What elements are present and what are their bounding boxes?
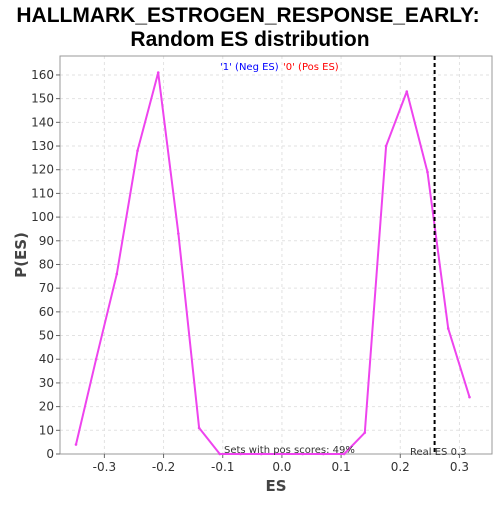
data-point [136, 149, 139, 153]
x-tick-label: -0.3 [93, 460, 116, 474]
y-tick-label: 30 [39, 376, 54, 390]
y-tick-label: 70 [39, 281, 54, 295]
data-point [218, 452, 222, 456]
y-tick-label: 20 [39, 400, 54, 414]
y-axis-label: P(ES) [12, 232, 30, 278]
series-line [75, 71, 471, 455]
data-point [322, 452, 325, 456]
data-point [405, 90, 409, 93]
chart-title-line1: HALLMARK_ESTROGEN_RESPONSE_EARLY: [16, 4, 479, 27]
data-point [239, 452, 242, 456]
y-tick-label: 80 [39, 257, 54, 271]
y-tick-label: 130 [31, 139, 54, 153]
data-point [115, 272, 119, 276]
x-tick-label: 0.0 [272, 460, 291, 474]
y-tick-label: 100 [31, 210, 54, 224]
data-point [426, 170, 429, 174]
data-point [177, 232, 180, 235]
x-tick-label: 0.1 [332, 460, 351, 474]
y-tick-label: 150 [31, 92, 54, 106]
x-tick-label: 0.3 [450, 460, 469, 474]
legend: '1' (Neg ES) '0' (Pos ES) [220, 62, 339, 73]
y-tick-label: 110 [31, 186, 54, 200]
data-point [301, 452, 304, 456]
y-tick-label: 0 [46, 447, 54, 461]
grid-layer [60, 56, 492, 455]
y-tick-label: 160 [31, 68, 54, 82]
legend-entry-pos-es: '0' (Pos ES) [283, 62, 339, 73]
data-point [342, 452, 346, 456]
data-point [363, 431, 367, 434]
y-tick-label: 120 [31, 163, 54, 177]
y-tick-label: 40 [39, 352, 54, 366]
data-point [74, 443, 78, 446]
x-tick-label: -0.2 [152, 460, 175, 474]
data-point [280, 452, 284, 456]
y-tick-label: 60 [39, 305, 54, 319]
real-es-label: Real ES 0.3 [410, 447, 466, 458]
data-point [156, 71, 160, 74]
tick-layer: 0 10 20 30 40 50 60 70 80 90 100 110 120 130 140 150 160… [31, 68, 469, 474]
data-point [468, 395, 471, 399]
chart-title-line2: Random ES distribution [130, 28, 369, 51]
x-axis-label: ES [265, 477, 286, 495]
data-point [94, 357, 98, 361]
data-point [197, 426, 201, 430]
y-tick-label: 50 [39, 329, 54, 343]
legend-entry-neg-es: '1' (Neg ES) [220, 62, 279, 73]
x-tick-label: 0.2 [391, 460, 410, 474]
data-point [384, 144, 388, 148]
y-tick-label: 90 [39, 234, 54, 248]
y-tick-label: 10 [39, 423, 54, 437]
series-layer [74, 71, 471, 456]
y-tick-label: 140 [31, 115, 54, 129]
x-tick-label: -0.1 [211, 460, 234, 474]
pos-scores-annotation: Sets with pos scores: 49% [224, 445, 355, 456]
data-point [259, 452, 263, 456]
data-point [446, 327, 450, 330]
